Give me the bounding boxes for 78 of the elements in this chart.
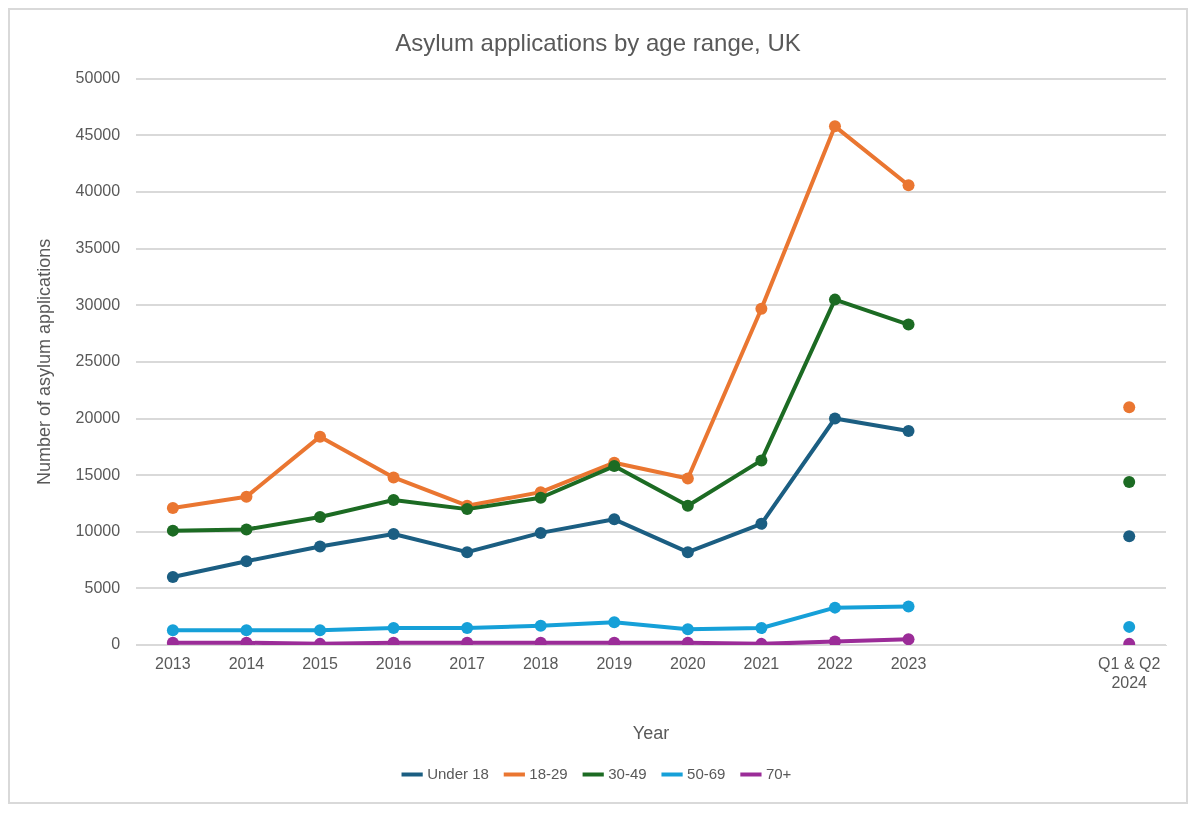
- point: [166, 501, 179, 514]
- point: [461, 503, 474, 516]
- point: [534, 491, 547, 504]
- point: [240, 555, 253, 568]
- point: [681, 499, 694, 512]
- point: [828, 293, 841, 306]
- legend-label: 18-29: [529, 764, 568, 782]
- point: [681, 623, 694, 636]
- point: [387, 494, 400, 507]
- y-tick-label: 25000: [75, 352, 121, 370]
- y-tick-label: 30000: [75, 295, 121, 313]
- point: [387, 471, 400, 484]
- point: [681, 546, 694, 559]
- point: [240, 490, 253, 503]
- point: [534, 526, 547, 539]
- point: [314, 430, 326, 443]
- y-tick-label: 15000: [75, 465, 121, 483]
- point: [902, 179, 915, 192]
- point: [1123, 401, 1136, 414]
- point: [828, 412, 841, 425]
- point: [902, 600, 915, 613]
- y-tick-label: 0: [111, 635, 121, 653]
- x-tick-label: 2022: [817, 655, 853, 673]
- point: [902, 318, 915, 331]
- x-tick-label: 2014: [228, 655, 265, 673]
- point: [755, 302, 768, 315]
- point: [461, 622, 474, 635]
- point: [828, 635, 841, 645]
- point: [166, 571, 179, 584]
- point: [314, 540, 326, 553]
- legend-label: 30-49: [608, 764, 647, 782]
- point: [902, 633, 915, 645]
- y-tick-label: 40000: [75, 182, 121, 200]
- point: [681, 472, 694, 485]
- legend-label: 70+: [765, 764, 792, 782]
- x-tick-label: 2017: [449, 655, 486, 673]
- x-tick-label: 2013: [155, 655, 191, 673]
- point: [755, 622, 768, 635]
- y-axis-title: Number of asylum applications: [33, 238, 54, 485]
- point: [608, 616, 621, 629]
- point: [534, 619, 547, 632]
- x-tick-label: 2020: [670, 655, 706, 673]
- x-tick-label: 2021: [743, 655, 780, 673]
- x-axis-title: Year: [632, 723, 670, 744]
- point: [461, 546, 474, 559]
- x-tick-label: 2016: [375, 655, 412, 673]
- y-tick-label: 45000: [75, 125, 121, 143]
- point: [387, 528, 400, 541]
- point: [755, 454, 768, 467]
- point: [240, 523, 253, 536]
- point: [755, 517, 768, 530]
- point: [608, 513, 621, 526]
- point: [608, 460, 621, 473]
- x-tick-label: Q1 & Q2 2024: [1098, 655, 1161, 692]
- point: [166, 624, 179, 637]
- point: [314, 511, 326, 524]
- point: [902, 424, 915, 437]
- point: [1123, 475, 1136, 488]
- legend-label: 50-69: [687, 764, 726, 782]
- point: [1123, 620, 1136, 633]
- y-tick-label: 20000: [75, 408, 121, 426]
- y-tick-label: 50000: [75, 69, 121, 87]
- y-tick-label: 35000: [75, 239, 121, 257]
- x-tick-label: 2023: [890, 655, 927, 673]
- point: [166, 524, 179, 537]
- y-tick-label: 10000: [75, 522, 121, 540]
- x-tick-label: 2018: [522, 655, 559, 673]
- x-tick-label: 2019: [596, 655, 633, 673]
- point: [828, 601, 841, 614]
- point: [314, 624, 326, 637]
- point: [240, 624, 253, 637]
- point: [387, 622, 400, 635]
- point: [1123, 530, 1136, 543]
- y-tick-label: 5000: [84, 578, 121, 596]
- chart-title: Asylum applications by age range, UK: [395, 29, 801, 57]
- legend-label: Under 18: [427, 764, 489, 782]
- point: [828, 120, 841, 133]
- x-tick-label: 2015: [302, 655, 338, 673]
